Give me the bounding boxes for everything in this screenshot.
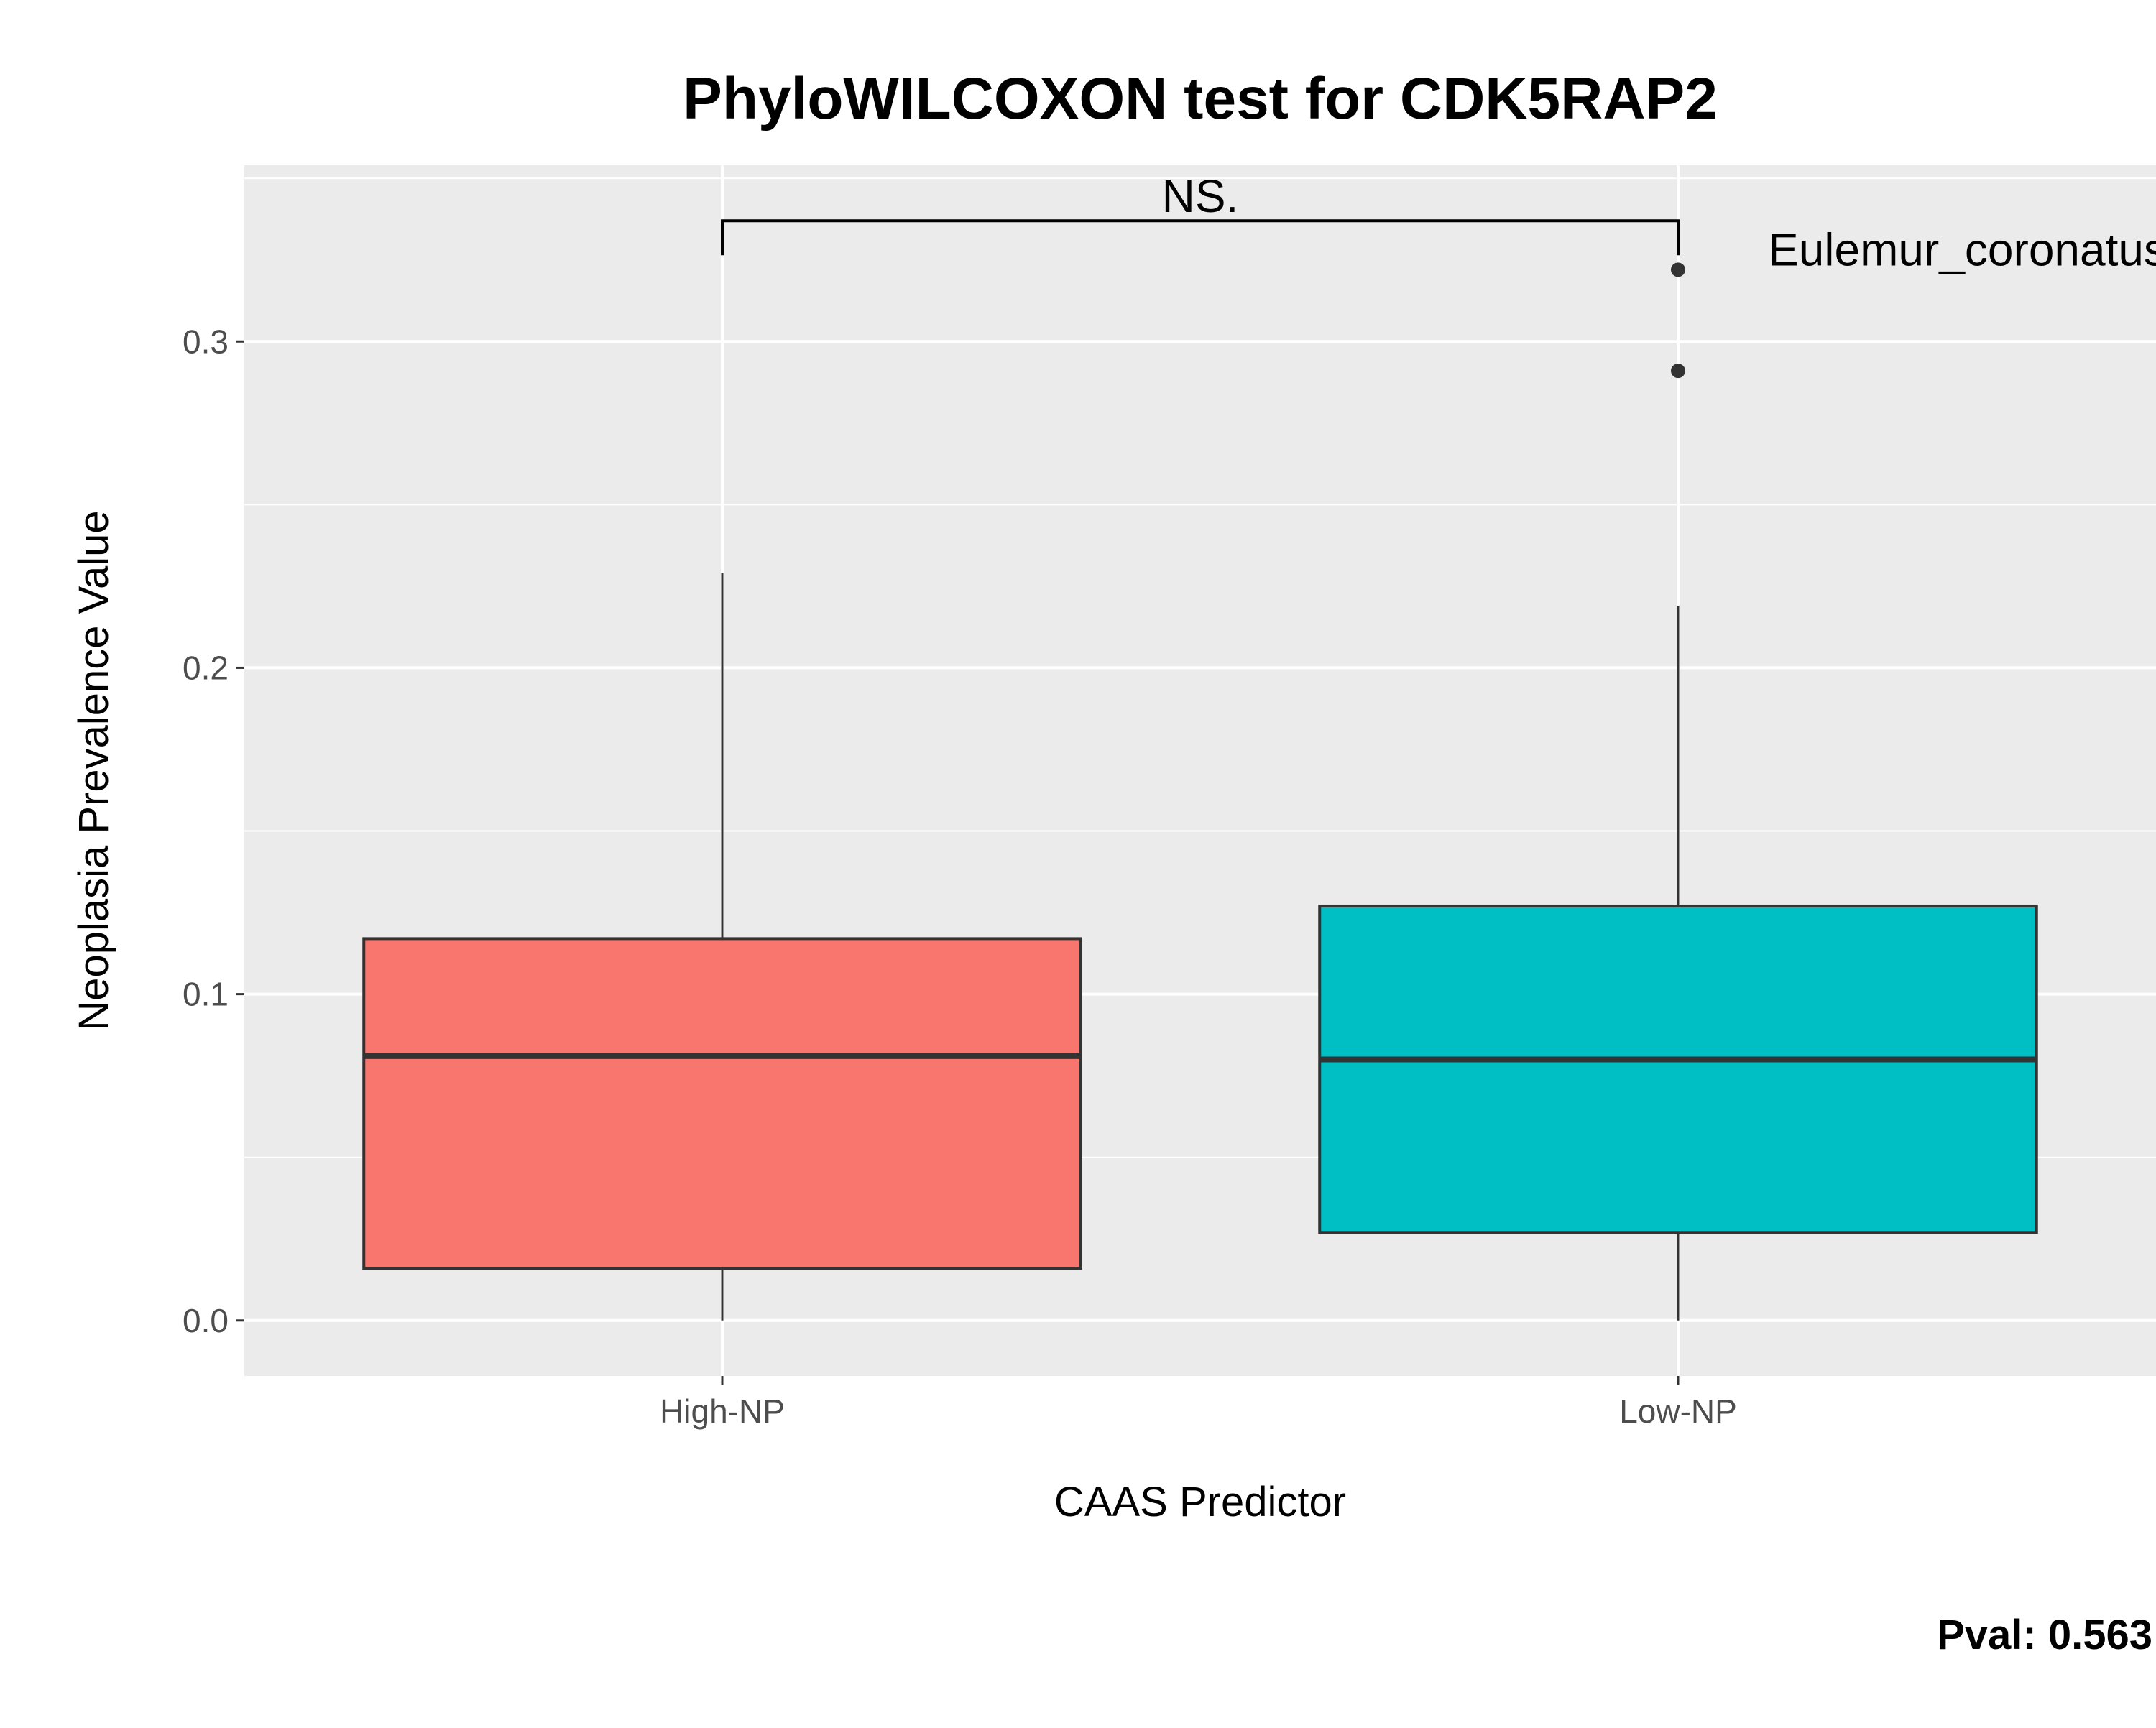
outlier-point xyxy=(1671,262,1685,277)
box-marks xyxy=(362,262,2038,1321)
box-group xyxy=(362,573,1082,1321)
x-tick-label: Low-NP xyxy=(1619,1392,1737,1430)
p-value-label: Pval: 0.563 xyxy=(1937,1612,2152,1658)
box-iqr xyxy=(362,937,1082,1270)
y-tick-label: 0.0 xyxy=(183,1302,229,1339)
box-iqr xyxy=(1318,904,2038,1234)
x-tick-label: High-NP xyxy=(660,1392,785,1430)
axes: 0.0 0.1 0.2 0.3 High-NP Low-NP xyxy=(183,323,1737,1430)
y-tick-label: 0.3 xyxy=(183,323,229,360)
box-group xyxy=(1318,262,2038,1321)
outlier-point xyxy=(1671,364,1685,379)
y-tick-label: 0.2 xyxy=(183,649,229,686)
y-tick-label: 0.1 xyxy=(183,976,229,1013)
chart-title: PhyloWILCOXON test for CDK5RAP2 xyxy=(683,66,1718,131)
annotations: NS. Eulemur_coronatus xyxy=(721,170,2156,275)
x-axis-title: CAAS Predictor xyxy=(1054,1479,1346,1525)
y-axis-title: Neoplasia Prevalence Value xyxy=(70,510,117,1030)
significance-label: NS. xyxy=(1162,170,1239,222)
outlier-species-label: Eulemur_coronatus xyxy=(1768,223,2156,275)
significance-bracket xyxy=(721,219,1680,256)
